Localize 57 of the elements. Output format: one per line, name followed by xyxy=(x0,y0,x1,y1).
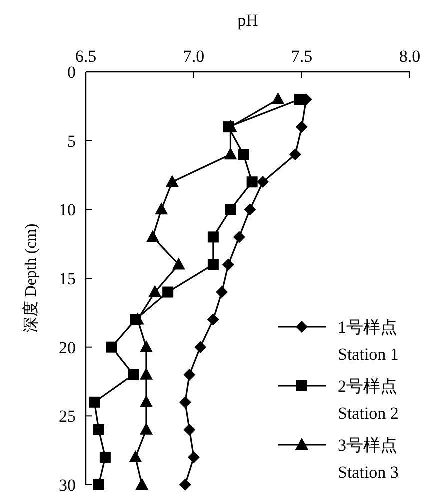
point xyxy=(179,479,192,491)
point xyxy=(238,149,250,160)
point xyxy=(224,148,238,160)
x-axis-title: pH xyxy=(238,11,258,30)
y-tick-label: 15 xyxy=(59,270,76,288)
point xyxy=(223,122,234,133)
point xyxy=(184,424,196,436)
point xyxy=(244,204,256,216)
legend-label: 2号样点 Station 2 xyxy=(338,377,399,423)
point xyxy=(100,452,111,463)
point xyxy=(140,368,153,380)
point xyxy=(172,258,186,270)
y-tick-label: 5 xyxy=(68,132,76,151)
point xyxy=(208,259,219,270)
legend-label: 3号样点 Station 3 xyxy=(338,436,399,482)
x-tick-label: 7.0 xyxy=(183,47,205,66)
point xyxy=(222,258,235,271)
point xyxy=(130,314,142,326)
x-tick-label: 6.5 xyxy=(75,47,97,66)
point xyxy=(207,314,220,326)
point xyxy=(257,176,270,188)
point xyxy=(140,340,153,352)
point xyxy=(106,342,118,353)
point xyxy=(146,230,160,242)
point xyxy=(216,286,228,298)
point xyxy=(290,148,302,161)
point xyxy=(272,92,285,105)
point xyxy=(225,204,236,216)
point xyxy=(128,369,140,380)
y-tick-label: 10 xyxy=(59,200,76,220)
y-tick-label: 25 xyxy=(59,407,76,426)
point xyxy=(93,480,104,490)
y-axis-title: 深度 Depth (cm) xyxy=(22,224,40,334)
point xyxy=(179,396,192,408)
point xyxy=(194,341,206,354)
legend-label: 1号样点 Station 1 xyxy=(338,318,399,364)
point xyxy=(162,286,174,298)
point xyxy=(208,232,219,243)
point xyxy=(140,395,153,408)
point xyxy=(184,368,196,381)
point xyxy=(233,231,246,244)
point xyxy=(129,450,142,462)
y-tick-label: 0 xyxy=(68,63,76,82)
x-tick-label: 7.5 xyxy=(291,47,313,66)
point xyxy=(148,285,162,298)
point xyxy=(246,176,258,188)
point xyxy=(136,478,149,490)
y-tick-label: 30 xyxy=(59,476,76,492)
point xyxy=(89,396,100,408)
y-tick-label: 20 xyxy=(59,338,76,358)
point xyxy=(296,121,308,134)
point xyxy=(93,424,104,436)
point xyxy=(140,422,153,435)
point xyxy=(166,175,179,188)
point xyxy=(188,451,200,464)
x-tick-label: 8.0 xyxy=(399,47,421,66)
point xyxy=(155,202,168,215)
